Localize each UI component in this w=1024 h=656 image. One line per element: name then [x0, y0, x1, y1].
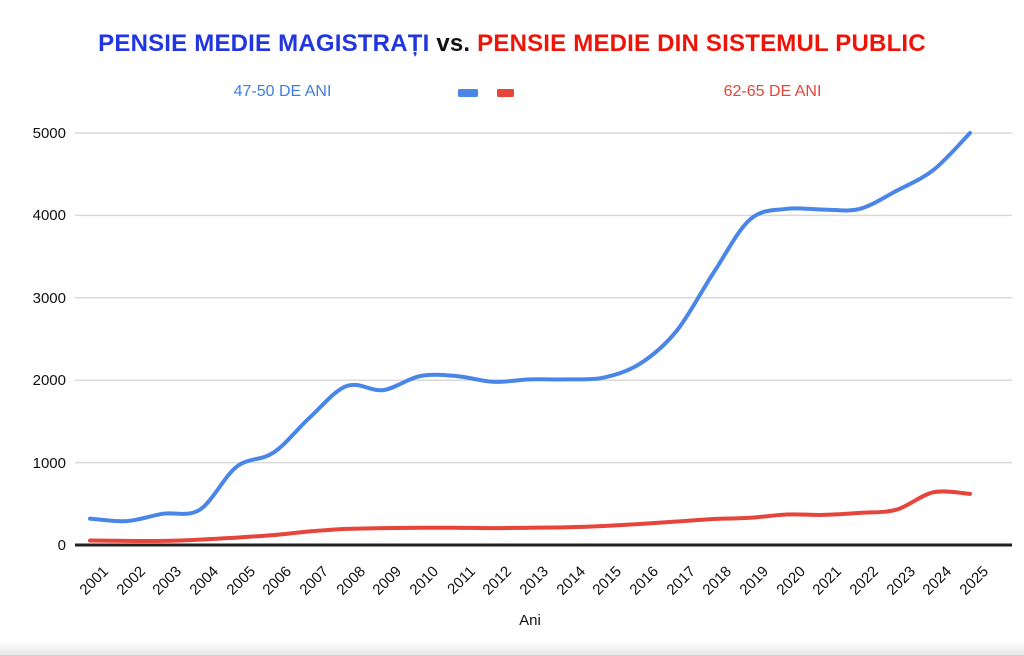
legend-label-47-50: 47-50 DE ANI [233, 83, 332, 100]
chart-canvas [75, 131, 1012, 547]
y-tick-label: 3000 [32, 289, 66, 307]
y-tick-label: 5000 [32, 125, 66, 142]
title-magistrati: PENSIE MEDIE MAGISTRAȚI [98, 30, 430, 57]
series-line-magistrati [88, 131, 972, 524]
y-tick-label: 1000 [32, 454, 66, 472]
window-bottom-edge [0, 641, 1024, 656]
legend: 47-50 DE ANI 62-65 DE ANI [0, 83, 1024, 103]
line-chart: 0 1000 2000 3000 4000 5000 2001 2002 2003 2004 200… [0, 110, 1024, 610]
series-line-public [88, 489, 972, 543]
title-public: PENSIE MEDIE DIN SISTEMUL PUBLIC [477, 30, 926, 57]
title-vs: vs. [429, 30, 478, 57]
y-tick-label: 2000 [32, 372, 66, 390]
x-axis-title: Ani [519, 612, 541, 629]
y-tick-label: 4000 [32, 207, 66, 225]
legend-swatch-red [497, 89, 514, 97]
legend-swatch-blue [458, 89, 478, 97]
page-title: PENSIE MEDIE MAGISTRAȚI vs. PENSIE MEDIE… [0, 30, 1024, 58]
y-tick-label: 0 [57, 537, 66, 554]
legend-label-62-65: 62-65 DE ANI [723, 83, 822, 100]
